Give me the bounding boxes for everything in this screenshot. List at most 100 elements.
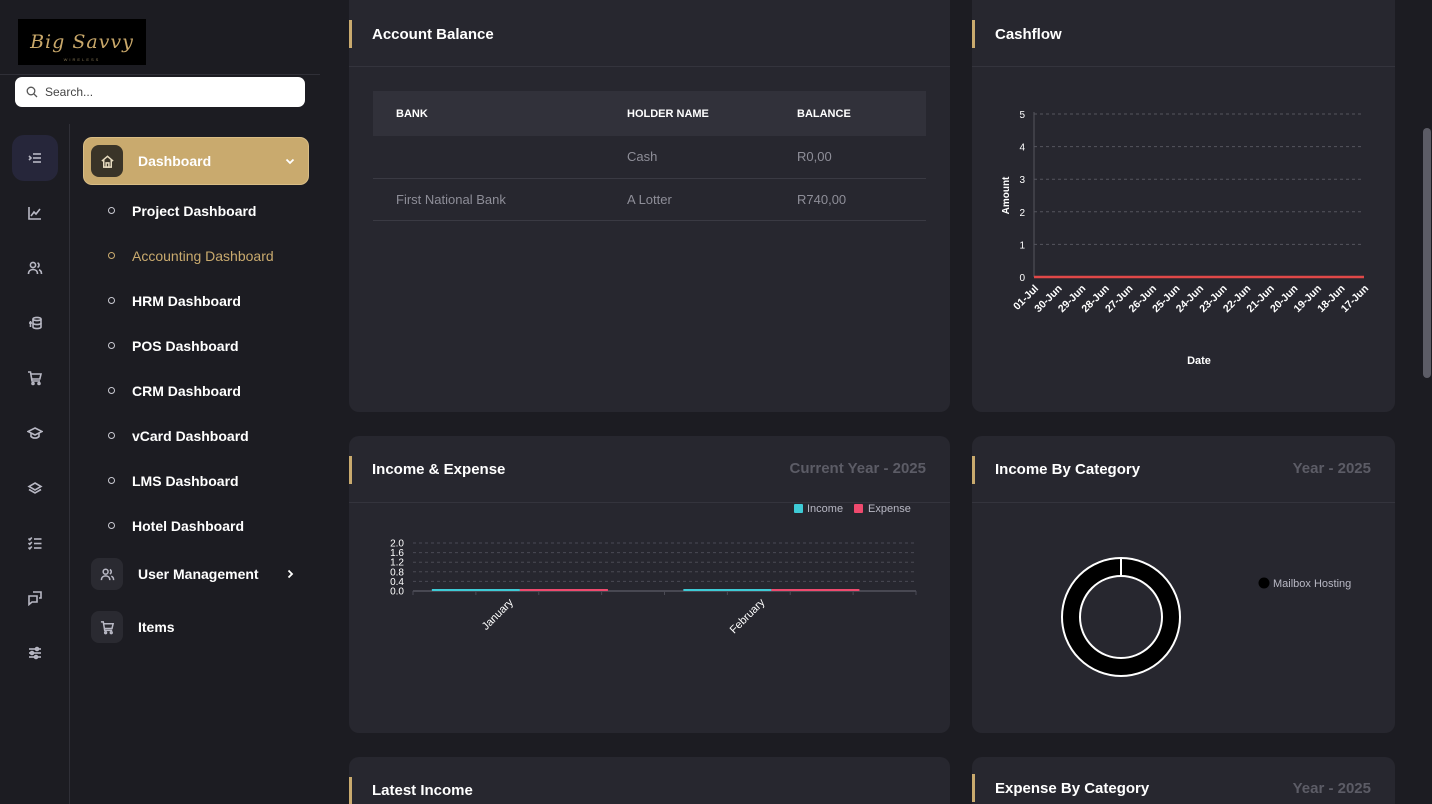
sidebar-subitem-lms-dashboard[interactable]: LMS Dashboard <box>84 458 308 503</box>
bar-expense <box>519 589 608 591</box>
x-tick-label: January <box>480 596 517 633</box>
card-title: Income & Expense <box>372 461 506 478</box>
coins-icon[interactable] <box>12 300 58 346</box>
card-header: Income & Expense Current Year - 2025 <box>349 436 950 503</box>
legend-swatch-income <box>794 504 803 513</box>
users-icon <box>91 558 123 590</box>
latest-income-card: Latest Income <box>349 757 950 804</box>
cashflow-card: Cashflow 0 1 2 3 4 5 Amount 01-Jul 30-Jun 29-Jun 2… <box>972 0 1395 412</box>
accent-bar <box>972 774 975 802</box>
list-icon[interactable] <box>12 135 58 181</box>
bullet-icon <box>108 252 115 259</box>
bar-expense <box>771 589 860 591</box>
cell-bank <box>373 136 604 179</box>
sidebar-item-label: Items <box>138 619 175 635</box>
sidebar-subitem-hotel-dashboard[interactable]: Hotel Dashboard <box>84 503 308 548</box>
column-header-balance: BALANCE <box>774 91 926 136</box>
income-by-category-chart: Mailbox Hosting <box>1061 557 1351 677</box>
bullet-icon <box>108 297 115 304</box>
sliders-icon[interactable] <box>12 630 58 676</box>
x-axis-label: Date <box>1187 355 1211 367</box>
icon-rail <box>0 124 70 804</box>
y-tick-label: 0.0 <box>390 587 404 598</box>
sidebar-subitem-label: LMS Dashboard <box>132 472 239 489</box>
logo-subtext: WIRELESS <box>63 57 101 62</box>
chat-icon[interactable] <box>12 575 58 621</box>
y-tick-label: 0.8 <box>390 567 404 578</box>
card-title: Income By Category <box>995 461 1141 478</box>
card-title: Latest Income <box>372 782 473 799</box>
cart-icon[interactable] <box>12 355 58 401</box>
sidebar-subitem-vcard-dashboard[interactable]: vCard Dashboard <box>84 413 308 458</box>
period-label: Year - 2025 <box>1292 460 1371 477</box>
card-title: Account Balance <box>372 26 494 43</box>
chevron-right-icon <box>284 567 296 579</box>
table-row: First National Bank A Lotter R740,00 <box>373 178 926 221</box>
legend-label-expense: Expense <box>868 503 911 515</box>
scrollbar-track[interactable] <box>1421 0 1432 804</box>
card-title: Expense By Category <box>995 780 1150 797</box>
checklist-icon[interactable] <box>12 520 58 566</box>
bullet-icon <box>108 477 115 484</box>
sidebar-item-user-management[interactable]: User Management <box>84 551 308 597</box>
chart-icon[interactable] <box>12 190 58 236</box>
layers-icon[interactable] <box>12 465 58 511</box>
y-tick-label: 2.0 <box>390 539 404 550</box>
home-icon <box>91 145 123 177</box>
income-expense-chart: Income Expense 0.00.40.81.21.62.0 January Fe… <box>390 503 917 636</box>
sidebar-subitem-label: POS Dashboard <box>132 337 239 354</box>
card-header: Income By Category Year - 2025 <box>972 436 1395 503</box>
card-title: Cashflow <box>995 26 1062 43</box>
cell-holder: A Lotter <box>604 178 774 221</box>
sidebar-subitem-pos-dashboard[interactable]: POS Dashboard <box>84 323 308 368</box>
sidebar-subitem-project-dashboard[interactable]: Project Dashboard <box>84 188 308 233</box>
sidebar-subitem-label: Accounting Dashboard <box>132 247 274 264</box>
search-input[interactable] <box>45 85 285 99</box>
y-tick-label: 4 <box>1019 143 1025 154</box>
x-tick-label: February <box>728 596 768 636</box>
accent-bar <box>349 777 352 804</box>
bar-income <box>431 589 520 591</box>
divider <box>0 74 320 75</box>
cell-balance: R740,00 <box>774 178 926 221</box>
card-header: Latest Income <box>349 757 950 804</box>
card-header: Account Balance <box>349 0 950 67</box>
sidebar-subitem-label: Project Dashboard <box>132 202 257 219</box>
pie-slice-mailbox-hosting <box>1062 558 1180 676</box>
bar-income <box>683 589 772 591</box>
y-tick-label: 0 <box>1019 273 1025 284</box>
sidebar-subitem-accounting-dashboard[interactable]: Accounting Dashboard <box>84 233 308 278</box>
table-header-row: BANK HOLDER NAME BALANCE <box>373 91 926 136</box>
legend-label-mailbox-hosting: Mailbox Hosting <box>1273 578 1351 590</box>
y-tick-label: 2 <box>1019 208 1025 219</box>
column-header-bank: BANK <box>373 91 604 136</box>
sidebar-item-dashboard[interactable]: Dashboard <box>84 138 308 184</box>
y-tick-label: 1.2 <box>390 558 404 569</box>
search-icon <box>26 86 38 98</box>
account-balance-card: Account Balance BANK HOLDER NAME BALANCE… <box>349 0 950 412</box>
logo-text: Big Savvy <box>30 31 134 53</box>
legend-swatch-expense <box>854 504 863 513</box>
sidebar: Big Savvy WIRELESS <box>0 0 320 804</box>
graduation-cap-icon[interactable] <box>12 410 58 456</box>
accent-bar <box>972 20 975 48</box>
sidebar-subitem-label: CRM Dashboard <box>132 382 241 399</box>
legend-swatch-mailbox-hosting <box>1258 577 1270 589</box>
sidebar-subitem-crm-dashboard[interactable]: CRM Dashboard <box>84 368 308 413</box>
pie-inner-border <box>1079 575 1163 659</box>
y-axis-label: Amount <box>1001 176 1012 214</box>
search-box[interactable] <box>15 77 305 107</box>
bullet-icon <box>108 432 115 439</box>
sidebar-item-label: User Management <box>138 566 259 582</box>
scrollbar-thumb[interactable] <box>1423 128 1431 378</box>
cell-holder: Cash <box>604 136 774 179</box>
column-header-holder-name: HOLDER NAME <box>604 91 774 136</box>
sidebar-subitem-hrm-dashboard[interactable]: HRM Dashboard <box>84 278 308 323</box>
bullet-icon <box>108 522 115 529</box>
accent-bar <box>349 456 352 484</box>
users-icon[interactable] <box>12 245 58 291</box>
income-by-category-card: Income By Category Year - 2025 Mailbox H… <box>972 436 1395 733</box>
sidebar-item-items[interactable]: Items <box>84 604 308 650</box>
table-row: Cash R0,00 <box>373 136 926 179</box>
company-logo[interactable]: Big Savvy WIRELESS <box>18 19 146 65</box>
